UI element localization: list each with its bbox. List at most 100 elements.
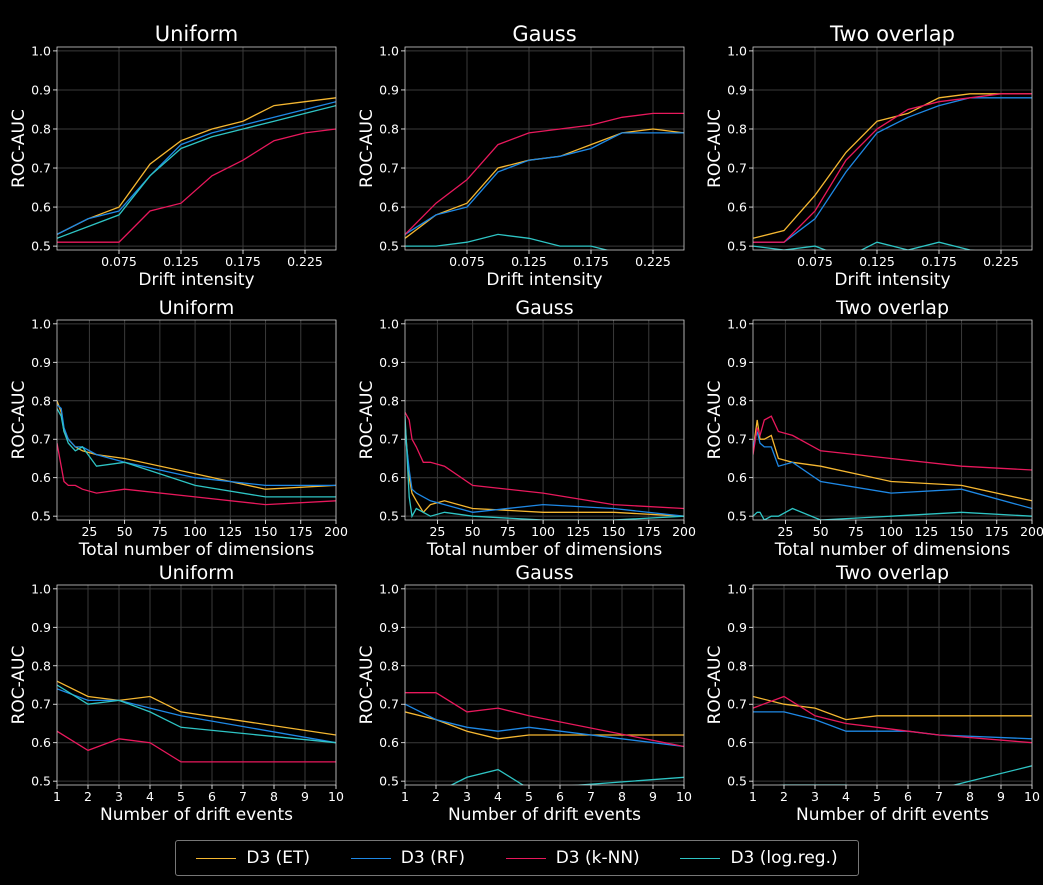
x-tick-label: 6 <box>556 789 564 804</box>
legend-item-knn: D3 (k-NN) <box>505 848 640 868</box>
x-tick-label: 25 <box>429 524 445 539</box>
series-group <box>405 692 684 785</box>
y-tick-label: 0.7 <box>379 697 399 712</box>
x-tick-label: 2 <box>84 789 92 804</box>
y-tick-label: 0.6 <box>727 470 747 485</box>
x-tick-label: 0.175 <box>921 254 957 269</box>
x-tick-label: 0.225 <box>983 254 1019 269</box>
subplot-6: 25 50 75 100 125 150 175 200 0.5 0.6 0.7 0.8 0.9 1.0 T… <box>705 297 1043 560</box>
series-line-knn <box>405 112 684 235</box>
y-axis-label: ROC-AUC <box>9 646 29 725</box>
x-axis-label: Drift intensity <box>138 270 254 290</box>
x-tick-label: 75 <box>500 524 516 539</box>
x-tick-label: 8 <box>966 789 974 804</box>
y-tick-label: 0.7 <box>727 432 747 447</box>
x-tick-label: 5 <box>525 789 533 804</box>
series-line-lr <box>57 104 336 239</box>
y-tick-label: 0.7 <box>379 432 399 447</box>
y-tick-label: 0.9 <box>31 620 51 635</box>
x-tick-label: 0.075 <box>797 254 833 269</box>
y-tick-label: 0.6 <box>379 470 399 485</box>
subplot-2: 0.075 0.125 0.175 0.225 0.5 0.6 0.7 0.8 0.9 1.0 Ga… <box>357 22 685 290</box>
y-tick-label: 0.7 <box>31 432 51 447</box>
x-tick-label: 200 <box>1020 524 1043 539</box>
x-tick-label: 10 <box>676 789 692 804</box>
series-line-knn <box>57 730 336 763</box>
x-tick-label: 1 <box>401 789 409 804</box>
series-line-knn <box>405 411 684 510</box>
y-tick-label: 0.9 <box>31 82 51 97</box>
series-line-lr <box>405 416 684 520</box>
y-tick-label: 0.6 <box>31 470 51 485</box>
y-tick-label: 0.9 <box>727 355 747 370</box>
axes-frame <box>404 584 685 786</box>
x-tick-label: 2 <box>432 789 440 804</box>
series-group <box>405 411 684 520</box>
subplot-1: 0.075 0.125 0.175 0.225 0.5 0.6 0.7 0.8 0.9 1.0 Un… <box>9 22 337 290</box>
x-tick-label: 3 <box>463 789 471 804</box>
series-line-lr <box>405 768 684 785</box>
series-line-rf <box>405 703 684 748</box>
subplot-5: 25 50 75 100 125 150 175 200 0.5 0.6 0.7 0.8 0.9 1.0 G… <box>357 297 696 560</box>
legend-swatch-rf <box>350 857 391 859</box>
x-axis-label: Number of drift events <box>796 805 989 825</box>
subplot-8: 1 2 3 4 5 6 7 8 9 10 0.5 0.6 0.7 0.8 0.9 1.0 Gauss Number… <box>357 562 692 825</box>
subplot-title: Two overlap <box>835 562 949 584</box>
series-line-lr <box>778 765 1032 785</box>
legend-item-lr: D3 (log.reg.) <box>680 848 838 868</box>
series-line-et <box>57 400 336 490</box>
series-line-et <box>753 419 1032 502</box>
axes-frame <box>752 319 1033 521</box>
x-tick-label: 6 <box>208 789 216 804</box>
x-tick-label: 150 <box>950 524 974 539</box>
legend-swatch-lr <box>680 857 721 859</box>
x-tick-label: 0.125 <box>511 254 547 269</box>
x-tick-label: 25 <box>81 524 97 539</box>
y-tick-label: 0.8 <box>379 393 399 408</box>
y-tick-label: 0.6 <box>727 735 747 750</box>
y-tick-label: 0.5 <box>31 509 51 524</box>
series-line-lr <box>57 408 336 498</box>
x-tick-label: 4 <box>494 789 502 804</box>
x-tick-label: 8 <box>618 789 626 804</box>
x-tick-label: 175 <box>985 524 1009 539</box>
subplot-4: 25 50 75 100 125 150 175 200 0.5 0.6 0.7 0.8 0.9 1.0 U… <box>9 297 348 560</box>
x-tick-label: 3 <box>115 789 123 804</box>
y-tick-label: 0.6 <box>727 200 747 215</box>
subplot-title: Gauss <box>512 22 576 46</box>
series-line-rf <box>405 132 684 235</box>
series-line-knn <box>753 93 1032 243</box>
series-line-lr <box>753 241 976 250</box>
y-axis-label: ROC-AUC <box>705 381 725 460</box>
x-tick-label: 0.175 <box>573 254 609 269</box>
x-tick-label: 5 <box>873 789 881 804</box>
x-tick-label: 75 <box>152 524 168 539</box>
y-tick-label: 0.5 <box>379 239 399 254</box>
y-tick-label: 0.7 <box>31 697 51 712</box>
x-axis-label: Total number of dimensions <box>426 540 663 560</box>
x-axis-label: Drift intensity <box>486 270 602 290</box>
y-axis-label: ROC-AUC <box>705 646 725 725</box>
series-line-rf <box>57 101 336 235</box>
subplot-title: Uniform <box>159 297 235 319</box>
y-tick-label: 0.8 <box>727 658 747 673</box>
x-axis-label: Number of drift events <box>100 805 293 825</box>
x-tick-label: 9 <box>301 789 309 804</box>
series-line-rf <box>405 431 684 517</box>
x-tick-label: 4 <box>146 789 154 804</box>
series-line-lr <box>57 684 336 744</box>
x-tick-label: 100 <box>879 524 903 539</box>
subplot-title: Uniform <box>159 562 235 584</box>
y-tick-label: 1.0 <box>379 581 399 596</box>
series-line-et <box>57 680 336 736</box>
y-tick-label: 0.5 <box>727 239 747 254</box>
subplot-title: Two overlap <box>829 22 955 46</box>
y-tick-label: 0.9 <box>379 620 399 635</box>
x-tick-label: 9 <box>997 789 1005 804</box>
series-line-knn <box>57 442 336 506</box>
y-tick-label: 0.6 <box>379 200 399 215</box>
axes-frame <box>56 46 337 251</box>
y-tick-label: 0.9 <box>379 355 399 370</box>
x-tick-label: 0.225 <box>287 254 323 269</box>
